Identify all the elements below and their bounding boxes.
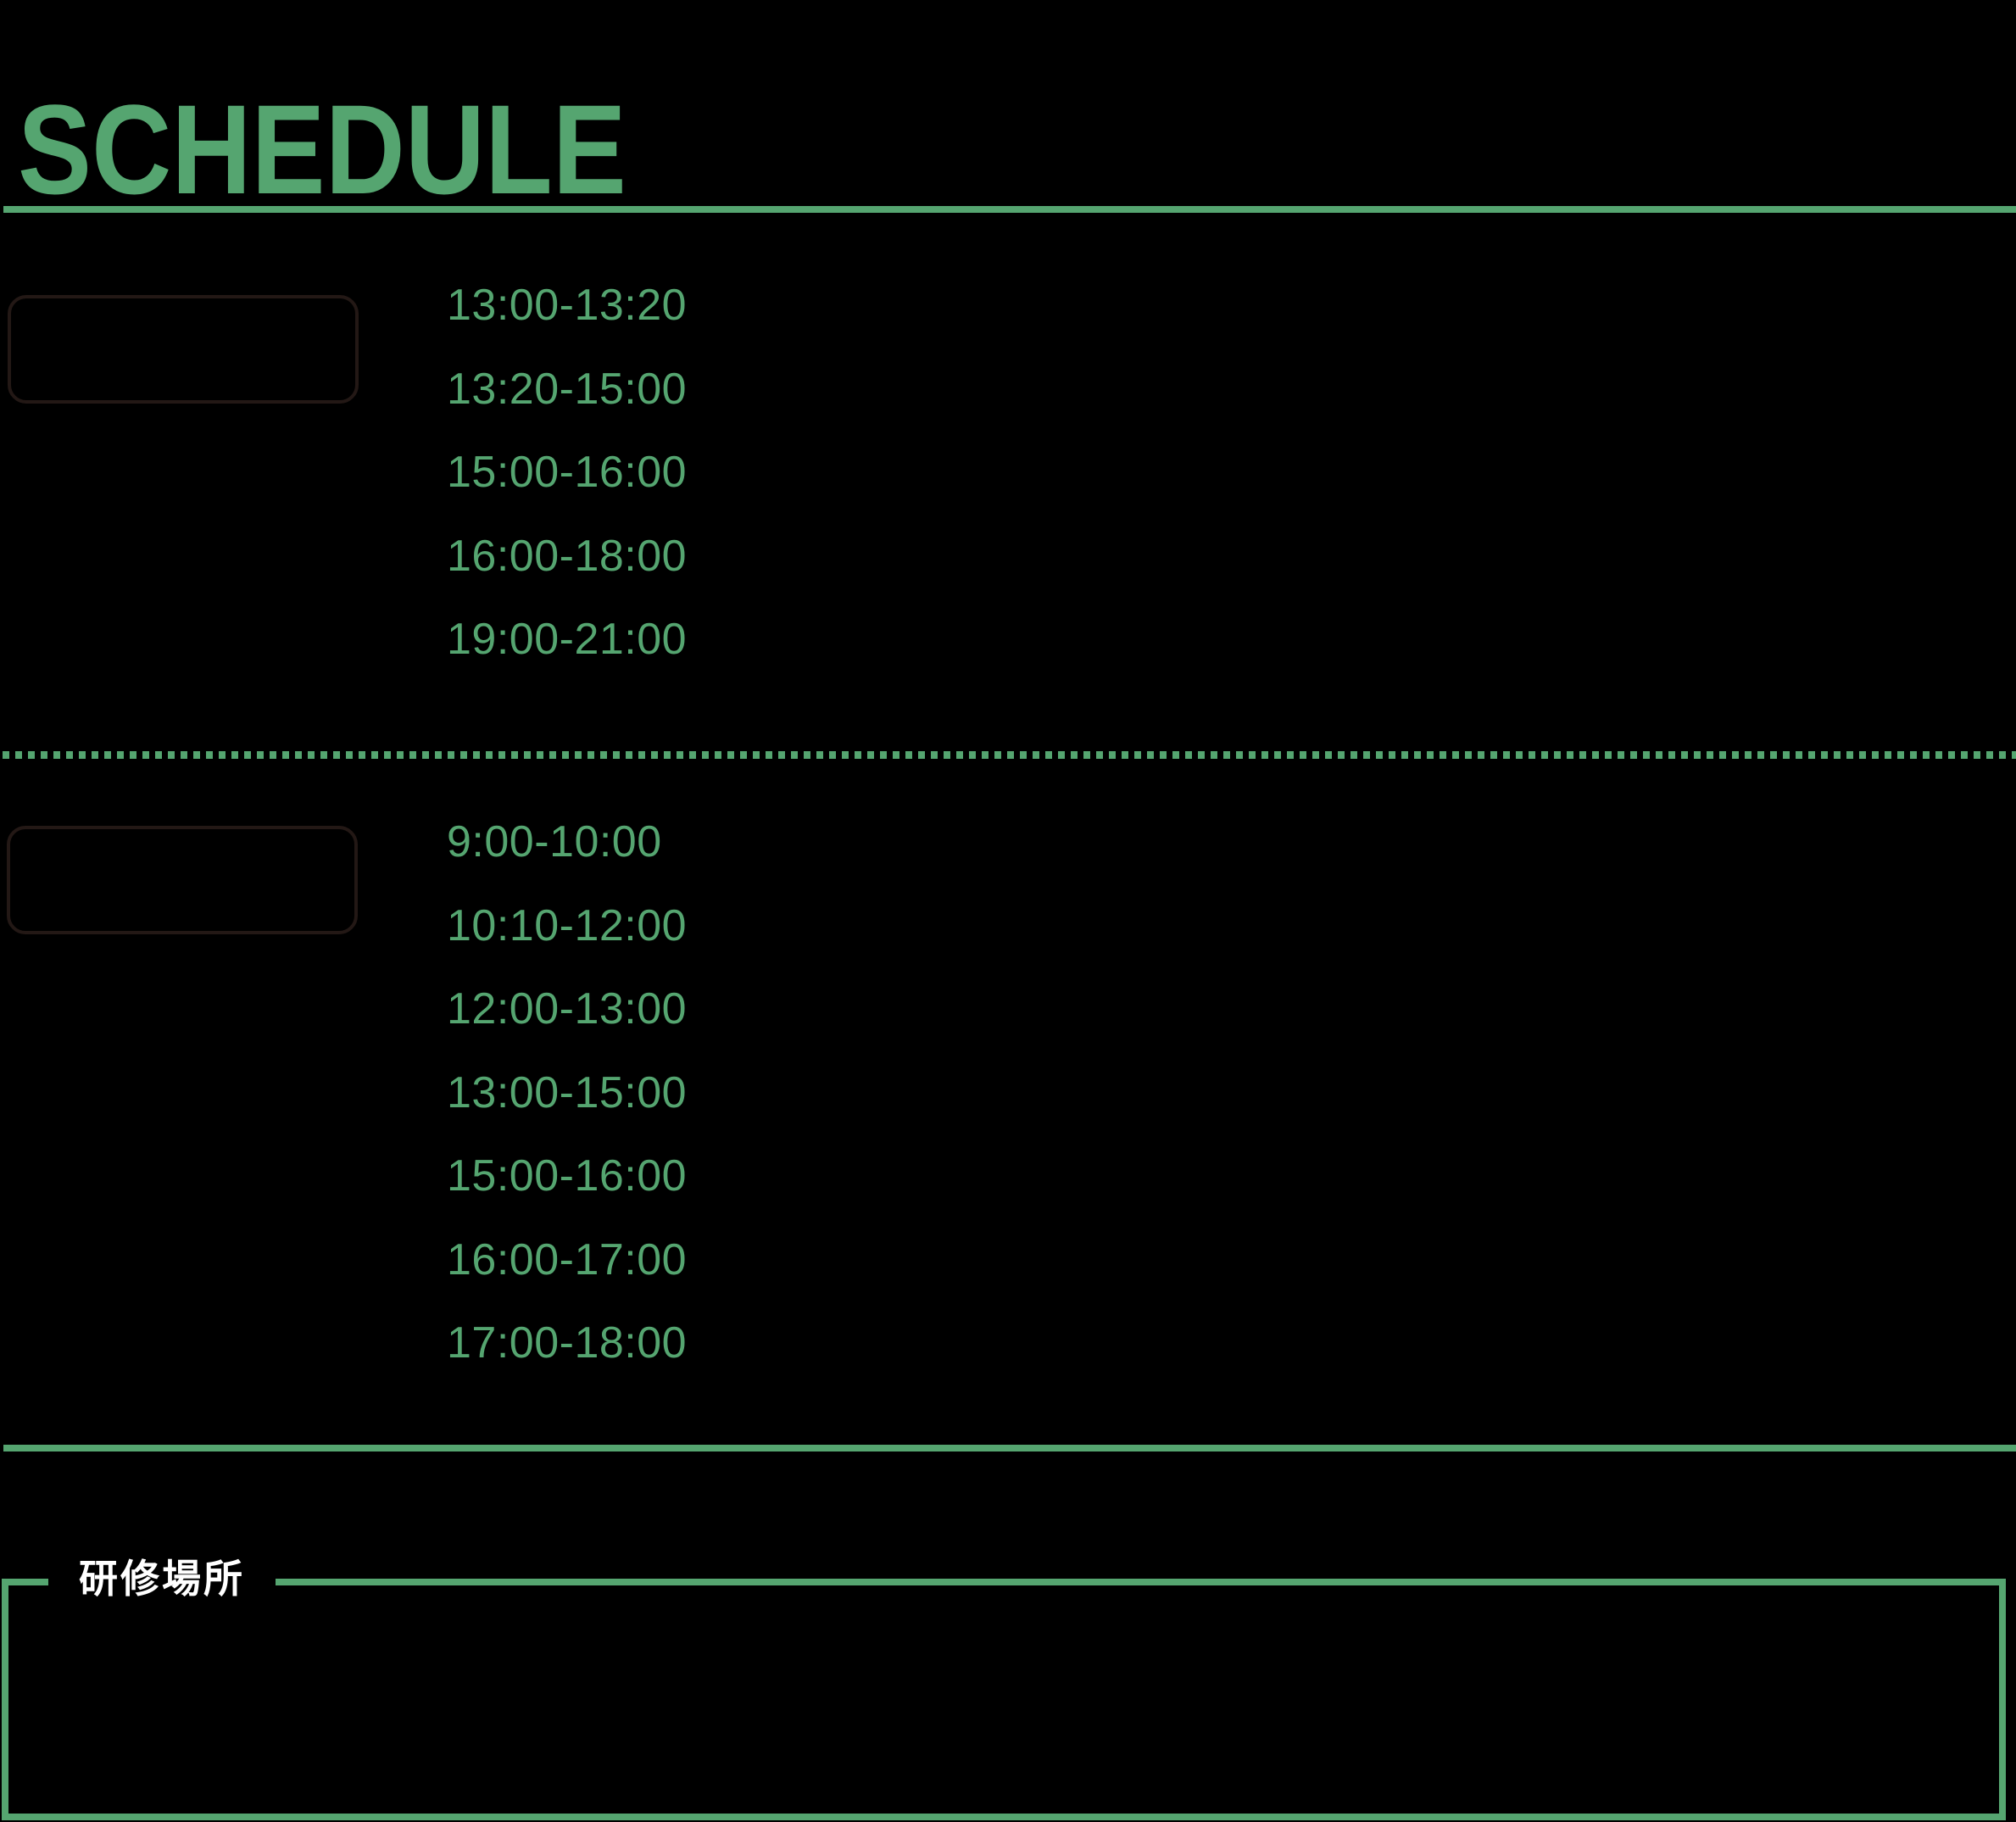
time-slot: 10:10-12:00 [447, 900, 688, 950]
day1-time-list: 13:00-13:20 13:20-15:00 15:00-16:00 16:0… [447, 264, 687, 682]
day2-label-box [7, 826, 358, 934]
time-slot: 15:00-16:00 [447, 448, 688, 497]
bottom-divider-line [3, 1445, 2016, 1451]
time-slot: 12:00-13:00 [447, 984, 688, 1034]
time-slot: 15:00-16:00 [447, 1151, 688, 1201]
time-slot: 16:00-17:00 [447, 1234, 688, 1284]
time-slot: 9:00-10:00 [447, 817, 662, 866]
top-divider-line [3, 206, 2016, 213]
time-slot: 13:00-13:20 [447, 281, 688, 330]
time-slot: 19:00-21:00 [447, 615, 688, 664]
page-title: SCHEDULE [18, 77, 627, 220]
venue-label: 研修場所 [48, 1555, 276, 1602]
day1-label-box [8, 295, 359, 404]
time-slot: 13:20-15:00 [447, 364, 688, 414]
day2-time-list: 9:00-10:00 10:10-12:00 12:00-13:00 13:00… [447, 800, 687, 1385]
dotted-divider-line [3, 751, 2016, 759]
time-slot: 13:00-15:00 [447, 1067, 688, 1117]
time-slot: 17:00-18:00 [447, 1318, 688, 1368]
venue-fieldset: 研修場所 [2, 1555, 2006, 1820]
time-slot: 16:00-18:00 [447, 531, 688, 581]
